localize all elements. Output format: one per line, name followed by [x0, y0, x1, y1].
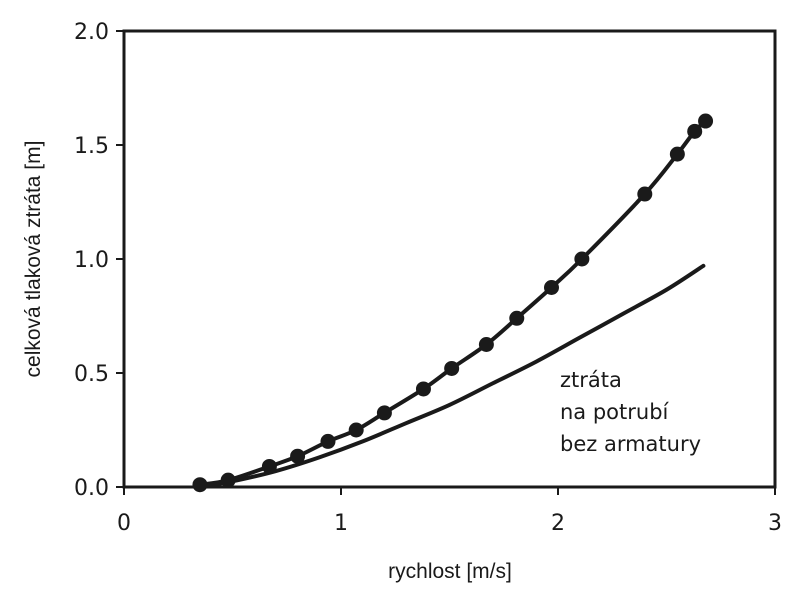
y-tick-label: 2.0 — [74, 20, 109, 45]
data-point — [698, 113, 714, 129]
y-tick-label: 0.5 — [74, 362, 109, 387]
data-point — [669, 146, 685, 162]
annotation-line-2: na potrubí — [560, 400, 670, 424]
ticks — [116, 30, 776, 495]
data-point — [574, 251, 590, 267]
x-tick-label: 0 — [117, 511, 131, 536]
y-axis-title: celková tlaková ztráta [m] — [22, 141, 45, 378]
data-point — [415, 381, 431, 397]
annotation-line-3: bez armatury — [560, 432, 701, 456]
data-point — [637, 186, 653, 202]
x-tick-label: 3 — [768, 511, 782, 536]
series-line-1 — [197, 119, 708, 487]
y-tick-label: 1.5 — [74, 134, 109, 159]
x-axis-title: rychlost [m/s] — [388, 560, 512, 583]
y-tick-label: 0.0 — [74, 476, 109, 501]
x-tick-label: 1 — [334, 511, 348, 536]
data-point — [444, 360, 460, 376]
series-line-2 — [197, 263, 706, 489]
data-point — [320, 433, 336, 449]
tick-labels: 0 1 2 3 0.0 0.5 1.0 1.5 2.0 — [74, 20, 782, 536]
data-point — [543, 280, 559, 295]
data-point — [687, 123, 703, 139]
data-point — [290, 448, 306, 464]
annotation-text: ztráta na potrubí bez armatury — [560, 368, 701, 456]
data-point — [348, 422, 364, 438]
data-point — [478, 337, 494, 352]
data-point — [509, 310, 525, 326]
x-tick-label: 2 — [551, 511, 565, 536]
plot-frame — [122, 29, 777, 489]
y-tick-label: 1.0 — [74, 248, 109, 273]
annotation-line-1: ztráta — [560, 368, 622, 392]
data-point — [376, 405, 392, 421]
